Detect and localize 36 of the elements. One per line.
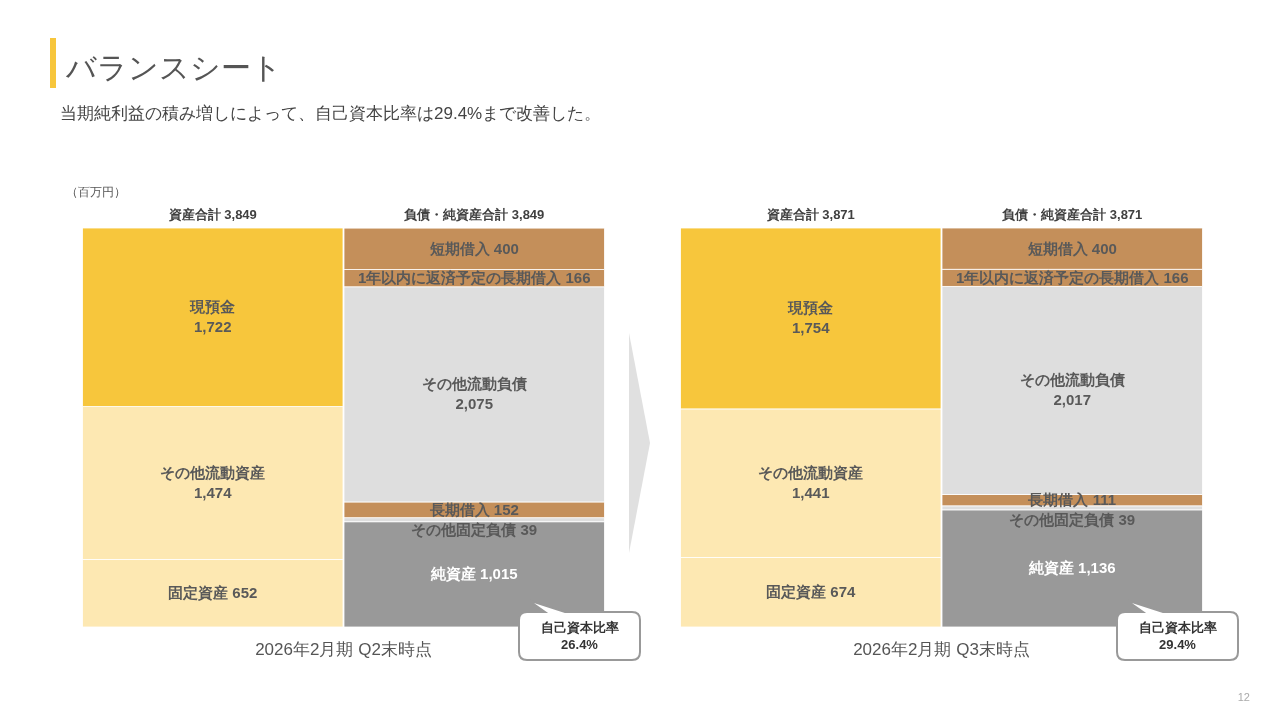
- data-label: 2,075: [455, 395, 494, 413]
- series-label: 現預金: [787, 299, 834, 317]
- text: 短期借入 400: [429, 239, 519, 257]
- annotation: 自己資本比率 26.4%: [540, 620, 619, 652]
- x-tick-label: 負債・純資産合計 3,871: [1002, 207, 1143, 222]
- chart-subtitle: 当期純利益の積み増しによって、自己資本比率は29.4%まで改善した。: [60, 104, 602, 123]
- data-label: 1,441: [791, 484, 830, 502]
- x-axis-title: 2026年2月期 Q3末時点: [853, 640, 1030, 659]
- text: 1年以内に返済予定の長期借入 166: [357, 269, 591, 287]
- series-label: その他流動資産: [160, 463, 266, 482]
- text: 短期借入 400: [1027, 239, 1117, 257]
- x-tick-label: 資産合計 3,871: [765, 207, 855, 222]
- series-label: その他流動負債: [1019, 371, 1125, 389]
- data-label: 2,017: [1053, 391, 1092, 409]
- text: その他固定負債 39: [411, 520, 538, 538]
- text: 長期借入 152: [429, 500, 519, 518]
- x-tick-label: 資産合計 3,849: [167, 207, 257, 222]
- text: 12: [1237, 691, 1250, 703]
- data-label: 1,754: [791, 319, 831, 337]
- annotation: 自己資本比率 29.4%: [1138, 620, 1217, 652]
- text: 1年以内に返済予定の長期借入 166: [955, 268, 1189, 286]
- data-label: 1,474: [193, 483, 233, 501]
- text: 純資産 1,015: [430, 565, 518, 583]
- chart-title: バランスシート: [65, 51, 282, 84]
- data-label: 1,722: [193, 318, 232, 336]
- text: 長期借入 111: [1028, 491, 1117, 509]
- text: 純資産 1,136: [1028, 559, 1116, 577]
- text: 固定資産 652: [168, 584, 258, 602]
- series-label: 現預金: [189, 298, 236, 316]
- y-axis-title: （百万円）: [66, 185, 126, 199]
- series-label: その他流動負債: [421, 375, 527, 393]
- x-tick-label: 負債・純資産合計 3,849: [404, 207, 545, 222]
- text: その他固定負債 39: [1009, 511, 1136, 529]
- x-axis-title: 2026年2月期 Q2末時点: [255, 640, 432, 659]
- text: 固定資産 674: [766, 583, 856, 601]
- series-label: その他流動資産: [758, 464, 864, 483]
